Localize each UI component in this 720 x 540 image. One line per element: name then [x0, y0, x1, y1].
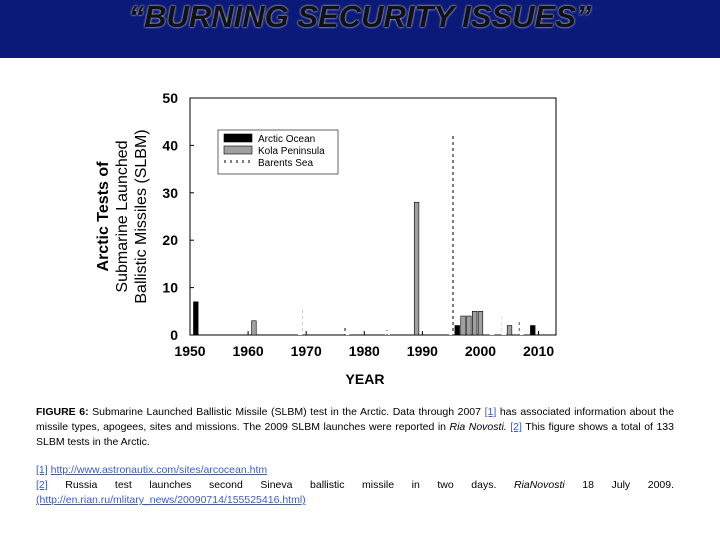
- caption-source: Ria Novosti.: [449, 421, 507, 433]
- legend-swatch: [224, 158, 252, 166]
- x-tick-label: 2000: [465, 343, 496, 359]
- reference-link[interactable]: [2]: [510, 421, 522, 433]
- legend-label: Arctic Ocean: [258, 134, 315, 145]
- footnote-url[interactable]: http://www.astronautix.com/sites/arcocea…: [50, 464, 268, 476]
- footnote-source: RiaNovosti: [513, 479, 565, 491]
- bar: [530, 325, 536, 336]
- bar: [344, 325, 350, 335]
- legend-swatch: [223, 145, 253, 155]
- x-tick-label: 1990: [407, 343, 438, 359]
- footnote-text: Russia test launches second Sineva balli…: [65, 479, 497, 491]
- footnote-url[interactable]: (http://en.rian.ru/mlitary_news/20090714…: [36, 494, 306, 506]
- legend-label: Kola Peninsula: [258, 146, 325, 157]
- bar: [466, 315, 472, 336]
- y-tick-label: 40: [162, 137, 178, 153]
- bar: [460, 315, 466, 336]
- caption-text: has associated information about the mis…: [36, 406, 675, 433]
- bar: [518, 320, 524, 335]
- x-tick-label: 1970: [291, 343, 322, 359]
- bar: [489, 297, 495, 335]
- caption-text: This figure shows a total of 133 SLBM te…: [36, 421, 674, 448]
- y-tick-label: 30: [162, 185, 178, 201]
- header-bar: “BURNING SECURITY ISSUES”: [0, 0, 720, 58]
- y-axis-label: Arctic Tests of: [95, 161, 112, 272]
- y-tick-label: 10: [162, 280, 178, 296]
- x-tick-label: 1960: [233, 343, 264, 359]
- bar: [193, 301, 199, 336]
- chart: 0 10 20 30 40 50 1950 1960 1970 1980 1990 2000 2010 Y…: [95, 90, 557, 387]
- slide-title: “BURNING SECURITY ISSUES”: [128, 0, 592, 34]
- bar: [477, 311, 484, 336]
- caption-label: FIGURE 6:: [36, 406, 89, 418]
- y-axis-label: Submarine Launched: [114, 140, 131, 292]
- bar: [501, 316, 507, 335]
- legend-label: Barents Sea: [258, 158, 313, 169]
- x-axis-label: YEAR: [346, 371, 385, 387]
- footnote-ref[interactable]: [1]: [36, 464, 48, 476]
- bar: [472, 311, 478, 336]
- footnote: [2] Russia test launches second Sineva b…: [36, 478, 674, 508]
- bar: [413, 201, 420, 336]
- footnote: [1] http://www.astronautix.com/sites/arc…: [36, 463, 674, 478]
- figure-caption: FIGURE 6: Submarine Launched Ballistic M…: [36, 405, 674, 450]
- bar: [506, 325, 513, 336]
- reference-link[interactable]: [1]: [484, 406, 497, 418]
- x-tick-label: 1980: [349, 343, 380, 359]
- x-tick-label: 2010: [523, 343, 554, 359]
- x-tick-label: 1950: [174, 343, 205, 359]
- bar: [298, 306, 303, 335]
- y-tick-label: 50: [162, 90, 178, 106]
- bar: [251, 320, 257, 336]
- footnotes: [1] http://www.astronautix.com/sites/arc…: [36, 463, 674, 508]
- plot-frame: [189, 97, 557, 336]
- bar: [454, 325, 460, 336]
- bar: [385, 330, 390, 335]
- y-tick-label: 20: [162, 232, 178, 248]
- y-tick-label: 0: [170, 327, 178, 343]
- footnote-ref[interactable]: [2]: [36, 479, 48, 491]
- y-axis-label: Ballistic Missiles (SLBM): [133, 129, 150, 303]
- footnote-date: 18 July 2009.: [582, 479, 675, 491]
- legend-swatch: [223, 133, 253, 143]
- caption-text: Submarine Launched Ballistic Missile (SL…: [92, 406, 481, 418]
- bar: [449, 135, 454, 335]
